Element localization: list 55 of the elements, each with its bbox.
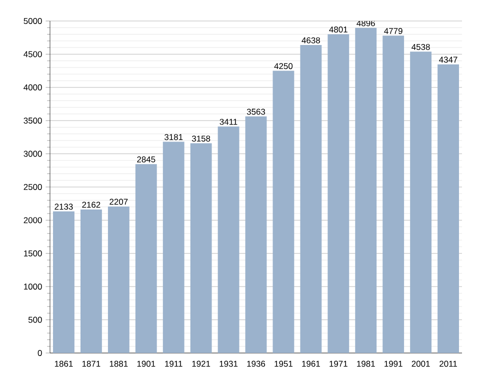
data-label: 3563 [246, 108, 266, 115]
y-tick-label: 0 [38, 350, 42, 356]
y-tick-label: 1000 [24, 284, 42, 290]
x-tick-label: 1861 [54, 360, 73, 367]
data-label: 2207 [110, 198, 128, 205]
bar [108, 206, 130, 353]
bar [272, 70, 294, 353]
x-tick-label: 1981 [357, 360, 375, 367]
x-tick-label: 1951 [274, 360, 292, 367]
bar [245, 116, 267, 353]
x-tick-label: 1921 [192, 360, 210, 367]
y-tick-label: 3000 [24, 150, 42, 157]
y-tick-label: 2500 [24, 184, 42, 190]
y-tick-label: 500 [28, 316, 42, 323]
bar [355, 28, 377, 353]
bar [135, 164, 157, 353]
x-tick-label: 1991 [384, 360, 402, 367]
x-tick-label: 2011 [440, 360, 457, 367]
data-label: 4779 [384, 28, 402, 34]
data-label: 3158 [192, 136, 210, 142]
x-tick-label: 1931 [220, 360, 238, 367]
data-label: 3411 [220, 118, 238, 125]
bar [300, 45, 322, 353]
y-tick-label: 4500 [24, 51, 42, 58]
x-tick-label: 1871 [82, 360, 100, 367]
data-label: 4801 [329, 26, 348, 33]
data-label: 4638 [302, 37, 320, 44]
data-label: 4538 [412, 44, 430, 50]
y-tick-label: 1500 [24, 250, 42, 256]
x-tick-label: 1936 [247, 360, 266, 367]
x-tick-label: 1901 [137, 360, 156, 367]
data-label: 2845 [137, 156, 156, 162]
y-tick-label: 2000 [24, 217, 42, 224]
bar [328, 34, 350, 353]
bar [190, 143, 212, 353]
x-tick-label: 1971 [330, 360, 348, 367]
x-tick-label: 1961 [302, 360, 320, 367]
y-tick-label: 3500 [24, 118, 42, 124]
data-label: 2162 [82, 202, 100, 208]
bar [53, 211, 74, 353]
data-label: 4347 [439, 56, 458, 63]
x-tick-label: 1881 [110, 360, 128, 367]
x-tick-label: 1911 [165, 360, 182, 367]
bar [410, 52, 432, 353]
bar [218, 126, 240, 353]
bar [382, 36, 404, 353]
data-label: 2133 [54, 204, 73, 210]
bar [80, 209, 102, 353]
bar [438, 64, 459, 353]
data-label: 4250 [274, 63, 293, 70]
bar [162, 142, 184, 353]
y-tick-label: 4000 [24, 84, 42, 90]
y-tick-label: 5000 [24, 18, 42, 24]
data-label: 3181 [164, 134, 183, 140]
x-tick-label: 2001 [412, 360, 430, 367]
